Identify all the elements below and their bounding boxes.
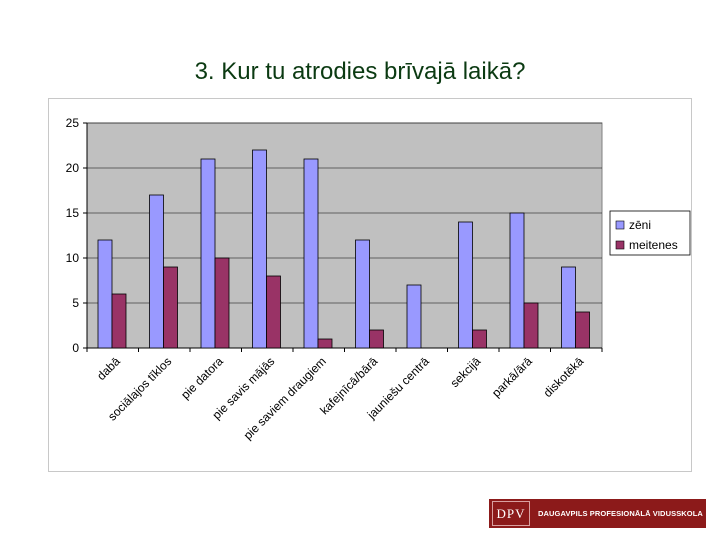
bar-meitenes	[163, 266, 178, 349]
legend: zēni meitenes	[609, 210, 691, 256]
legend-label: zēni	[629, 218, 651, 232]
x-tick-label: diskotēkā	[541, 354, 587, 400]
bar-meitenes	[523, 302, 539, 349]
bar-meitenes	[214, 257, 230, 349]
y-tick-label: 20	[66, 161, 80, 175]
bar-meitenes	[111, 293, 127, 349]
bar-meitenes	[369, 329, 384, 349]
slide-title: 3. Kur tu atrodies brīvajā laikā?	[194, 58, 526, 85]
bar-zeni	[149, 194, 164, 349]
chart-frame: 0 5 10 15 20 25 dabā sociālajos tīklos pie dator…	[48, 98, 692, 472]
y-tick-label: 25	[66, 116, 80, 130]
bar-zeni	[406, 284, 422, 349]
bar-zeni	[252, 149, 267, 349]
logo-text: DAUGAVPILS PROFESIONĀLĀ VIDUSSKOLA	[538, 509, 703, 518]
bar-zeni	[200, 158, 216, 349]
bar-zeni	[561, 266, 576, 349]
legend-box	[609, 210, 691, 256]
y-tick-label: 15	[66, 206, 80, 220]
logo-mark: DPV	[492, 501, 530, 526]
x-tick-label: pie datora	[178, 354, 226, 402]
x-tick-label: dabā	[94, 354, 123, 383]
legend-swatch	[615, 240, 625, 250]
y-tick-label: 0	[72, 341, 79, 355]
bar-zeni	[97, 239, 113, 349]
legend-label: meitenes	[629, 238, 678, 252]
school-logo: DPV DAUGAVPILS PROFESIONĀLĀ VIDUSSKOLA	[489, 499, 706, 528]
bar-meitenes	[575, 311, 590, 349]
bar-zeni	[509, 212, 525, 349]
y-tick-label: 10	[66, 251, 80, 265]
bar-meitenes	[317, 338, 333, 349]
bar-zeni	[355, 239, 370, 349]
bar-meitenes	[472, 329, 487, 349]
x-tick-label: sekcijā	[448, 354, 484, 390]
x-tick-label: parkā/ārā	[489, 354, 535, 400]
bar-zeni	[458, 221, 473, 349]
y-tick-label: 5	[72, 296, 79, 310]
legend-swatch	[615, 220, 625, 230]
bar-meitenes	[266, 275, 281, 349]
bar-zeni	[303, 158, 319, 349]
